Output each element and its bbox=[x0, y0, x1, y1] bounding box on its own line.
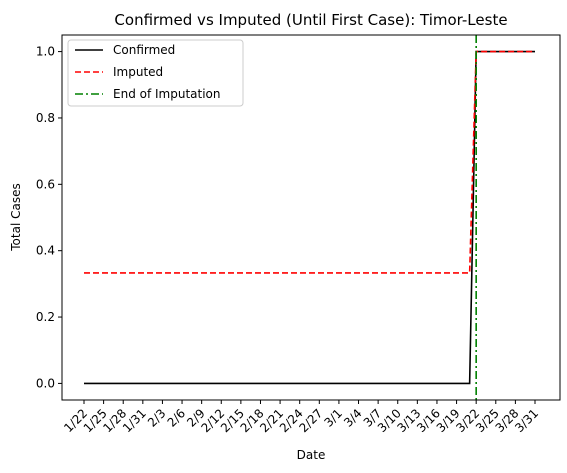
x-axis: 1/221/251/281/312/32/62/92/122/152/182/2… bbox=[61, 400, 541, 435]
y-axis-label: Total Cases bbox=[9, 183, 23, 251]
legend-label: End of Imputation bbox=[113, 87, 221, 101]
y-tick-label: 0.8 bbox=[36, 111, 55, 125]
chart-title: Confirmed vs Imputed (Until First Case):… bbox=[114, 11, 507, 29]
legend-label: Confirmed bbox=[113, 43, 175, 57]
legend: Confirmed Imputed End of Imputation bbox=[67, 39, 244, 107]
y-tick-label: 0.4 bbox=[36, 244, 55, 258]
x-tick-label: 3/1 bbox=[321, 406, 345, 430]
x-axis-label: Date bbox=[297, 448, 326, 462]
legend-label: Imputed bbox=[113, 65, 163, 79]
series-line-confirmed bbox=[84, 50, 535, 385]
x-tick-label: 2/3 bbox=[145, 406, 169, 430]
y-tick-label: 1.0 bbox=[36, 45, 55, 59]
y-tick-label: 0.6 bbox=[36, 177, 55, 191]
x-tick-label: 3/4 bbox=[341, 406, 365, 430]
axes-frame bbox=[61, 34, 561, 401]
y-tick-label: 0.2 bbox=[36, 310, 55, 324]
x-tick-label: 2/6 bbox=[165, 406, 189, 430]
y-tick-label: 0.0 bbox=[36, 376, 55, 390]
plot-area bbox=[84, 35, 535, 400]
x-tick-label: 3/31 bbox=[512, 406, 541, 435]
series-line-imputed bbox=[84, 50, 535, 274]
legend-box bbox=[67, 39, 244, 107]
y-axis: 0.0 0.2 0.4 0.6 0.8 1.0 bbox=[36, 45, 62, 390]
